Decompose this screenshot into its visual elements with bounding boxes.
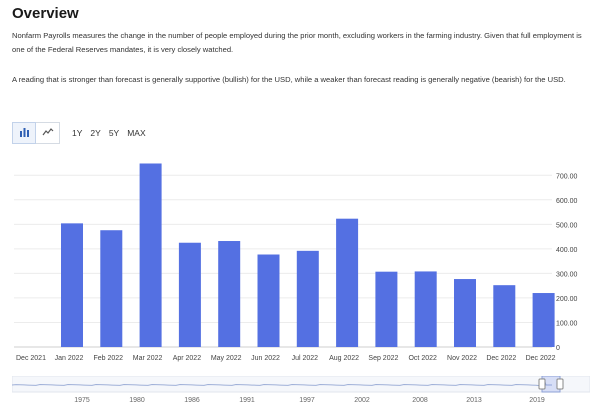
chart-navigator[interactable]: 1975 1980 1986 1991 1997 2002 2008 2013 2019: [11, 375, 591, 406]
x-tick-label: Nov 2022: [447, 355, 477, 362]
x-tick-label: Dec 2021: [16, 355, 46, 362]
description-paragraph-1: Nonfarm Payrolls measures the change in …: [12, 31, 582, 54]
chart-toolbar: 1Y 2Y 5Y MAX: [12, 122, 154, 144]
bar: [178, 242, 201, 347]
range-selector: 1Y 2Y 5Y MAX: [72, 128, 154, 138]
bar: [454, 279, 476, 347]
navigator-year-label: 1986: [184, 397, 200, 404]
range-1y[interactable]: 1Y: [72, 128, 83, 138]
navigator-year-label: 2013: [466, 397, 482, 404]
bar-chart: 0 100.00 200.00 300.00 400.00 500.00 600.00 700…: [12, 155, 590, 370]
x-tick-label: Aug 2022: [329, 355, 359, 362]
navigator-year-label: 1980: [129, 397, 145, 404]
navigator-track: [11, 375, 591, 393]
bar-chart-button[interactable]: [12, 122, 36, 144]
x-tick-label: Jun 2022: [251, 355, 280, 362]
y-tick-label: 200.00: [556, 296, 578, 303]
bar-chart-icon: [19, 124, 30, 142]
y-tick-label: 100.00: [556, 320, 578, 327]
navigator-year-label: 2002: [354, 397, 370, 404]
page-title: Overview: [12, 5, 79, 22]
bar: [139, 163, 162, 347]
bar: [493, 285, 516, 347]
x-tick-label: Jan 2022: [55, 355, 84, 362]
bar: [296, 250, 319, 347]
bar: [218, 241, 241, 347]
navigator-year-label: 1991: [239, 397, 255, 404]
x-tick-label: Jul 2022: [292, 355, 319, 362]
x-tick-label: Apr 2022: [173, 355, 202, 362]
x-tick-label: May 2022: [211, 355, 242, 362]
bar: [257, 254, 280, 347]
navigator-year-label: 2019: [529, 397, 545, 404]
navigator-year-label: 1975: [74, 397, 90, 404]
x-tick-label: Dec 2022: [486, 355, 516, 362]
y-tick-label: 500.00: [556, 222, 578, 229]
line-chart-button[interactable]: [36, 122, 60, 144]
navigator-series: [11, 377, 552, 387]
range-max[interactable]: MAX: [127, 128, 146, 138]
navigator-handle-right: [556, 378, 564, 390]
navigator-handle-left: [538, 378, 546, 390]
range-2y[interactable]: 2Y: [90, 128, 101, 138]
y-tick-label: 300.00: [556, 271, 578, 278]
y-tick-label: 400.00: [556, 247, 578, 254]
bar: [532, 293, 555, 347]
x-tick-label: Dec 2022: [526, 355, 556, 362]
y-tick-label: 600.00: [556, 198, 578, 205]
navigator-year-label: 1997: [299, 397, 315, 404]
navigator-svg: 1975 1980 1986 1991 1997 2002 2008 2013 2019: [11, 375, 591, 404]
bar: [61, 223, 83, 347]
bar: [414, 271, 437, 347]
y-tick-label: 700.00: [556, 173, 578, 180]
x-tick-label: Feb 2022: [94, 355, 124, 362]
range-5y[interactable]: 5Y: [108, 128, 120, 138]
navigator-year-label: 2008: [412, 397, 428, 404]
chart-svg: 0 100.00 200.00 300.00 400.00 500.00 600.00 700…: [14, 163, 578, 362]
bar: [336, 218, 359, 347]
bar: [375, 271, 398, 347]
x-tick-label: Mar 2022: [133, 355, 163, 362]
bar: [100, 230, 123, 347]
description-paragraph-2: A reading that is stronger than forecast…: [12, 75, 566, 84]
x-tick-label: Oct 2022: [408, 355, 437, 362]
x-tick-label: Sep 2022: [368, 355, 398, 362]
y-tick-label: 0: [556, 345, 560, 352]
line-chart-icon: [42, 124, 54, 142]
